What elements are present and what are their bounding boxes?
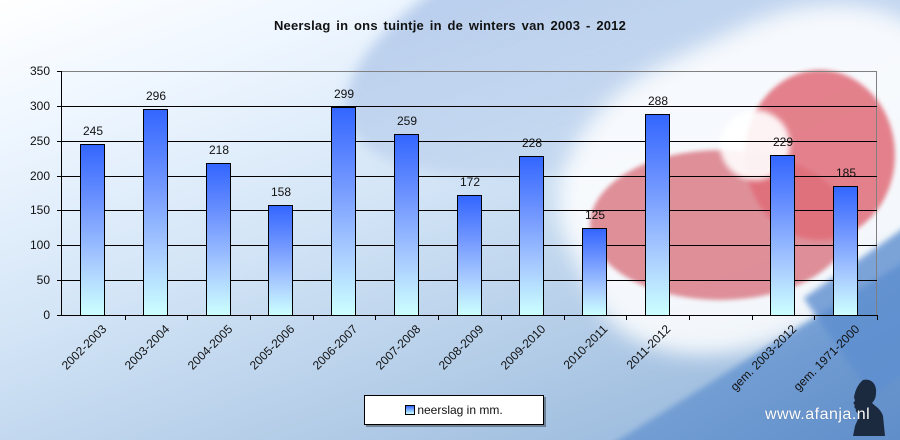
bar xyxy=(833,186,858,316)
y-tick xyxy=(57,315,62,316)
x-tick xyxy=(375,315,376,320)
x-tick-label: 2004-2005 xyxy=(184,322,236,373)
data-label: 185 xyxy=(835,166,857,180)
data-label: 296 xyxy=(145,89,167,103)
bar xyxy=(645,114,670,316)
bar xyxy=(770,155,795,316)
data-label: 259 xyxy=(396,114,418,128)
bar xyxy=(457,195,482,316)
y-tick-label: 200 xyxy=(29,169,50,183)
y-tick-label: 0 xyxy=(43,308,50,322)
plot-area xyxy=(62,71,877,315)
x-tick-label: 2006-2007 xyxy=(309,322,361,373)
bar xyxy=(394,134,419,316)
gridline xyxy=(62,141,877,142)
x-tick-label: 2003-2004 xyxy=(121,322,173,373)
y-tick-label: 100 xyxy=(29,238,50,252)
gridline xyxy=(62,106,877,107)
data-label: 229 xyxy=(772,135,794,149)
x-tick-label: 2010-2011 xyxy=(560,322,611,372)
x-tick xyxy=(689,315,690,320)
bar xyxy=(206,163,231,316)
bar xyxy=(268,205,293,316)
y-tick-label: 350 xyxy=(29,64,50,78)
x-tick xyxy=(187,315,188,320)
bar xyxy=(582,228,607,316)
gridline xyxy=(62,176,877,177)
x-tick-label: 2008-2009 xyxy=(435,322,487,373)
y-axis xyxy=(61,71,62,316)
y-tick-label: 150 xyxy=(29,203,50,217)
y-tick xyxy=(57,245,62,246)
data-label: 158 xyxy=(270,185,292,199)
watermark: www.afanja.nl xyxy=(765,406,871,423)
y-tick-label: 250 xyxy=(29,134,50,148)
y-tick xyxy=(57,106,62,107)
bar xyxy=(519,156,544,316)
data-label: 245 xyxy=(82,124,104,138)
x-tick xyxy=(250,315,251,320)
x-tick xyxy=(564,315,565,320)
y-tick xyxy=(57,210,62,211)
person-silhouette-icon xyxy=(853,379,885,436)
data-label: 172 xyxy=(459,175,481,189)
bar xyxy=(80,144,105,316)
y-tick xyxy=(57,141,62,142)
data-label: 299 xyxy=(333,87,355,101)
legend-label: neerslag in mm. xyxy=(417,403,503,417)
x-tick xyxy=(877,315,878,320)
x-tick xyxy=(501,315,502,320)
x-tick xyxy=(814,315,815,320)
x-tick xyxy=(626,315,627,320)
y-tick-label: 50 xyxy=(36,273,50,287)
y-tick xyxy=(57,280,62,281)
x-tick-label: 2009-2010 xyxy=(497,322,549,373)
y-tick-label: 300 xyxy=(29,99,50,113)
x-tick-label: 2005-2006 xyxy=(246,322,298,373)
data-label: 288 xyxy=(647,94,669,108)
data-label: 125 xyxy=(584,208,606,222)
legend-swatch-icon xyxy=(405,405,416,415)
legend: neerslag in mm. xyxy=(364,395,544,425)
bar xyxy=(331,107,356,316)
x-tick xyxy=(125,315,126,320)
y-tick xyxy=(57,176,62,177)
x-tick xyxy=(438,315,439,320)
data-label: 218 xyxy=(208,143,230,157)
x-tick-label: 2007-2008 xyxy=(372,322,424,373)
chart-title: Neerslag in ons tuintje in de winters va… xyxy=(273,18,627,33)
y-tick xyxy=(57,71,62,72)
bar xyxy=(143,109,168,316)
x-tick xyxy=(313,315,314,320)
x-tick xyxy=(752,315,753,320)
data-label: 228 xyxy=(521,136,543,150)
x-tick-label: 2002-2003 xyxy=(58,322,110,373)
